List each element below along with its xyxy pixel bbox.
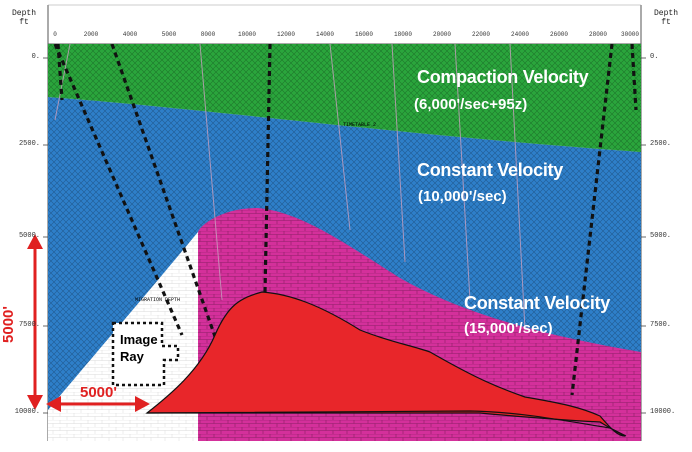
x-tick-label: 10000	[237, 31, 257, 38]
depth-tick-marks	[43, 57, 646, 414]
small-annotation: MIGRATION DEPTH	[135, 297, 181, 303]
x-tick-label: 20000	[432, 31, 452, 38]
constant-10000-layer-subtitle: (10,000'/sec)	[418, 188, 507, 205]
x-tick-label: 18000	[393, 31, 413, 38]
x-tick-label: 28000	[588, 31, 608, 38]
x-tick-label: 0	[53, 31, 57, 38]
depth-tick-label: 7500.	[18, 321, 40, 329]
x-tick-label: 24000	[510, 31, 530, 38]
compaction-layer-subtitle: (6,000'/sec+95z)	[414, 96, 528, 113]
image-ray-lines	[53, 44, 638, 396]
small-annotation: TIMETABLE 2	[343, 122, 377, 128]
constant-10000-layer-title: Constant Velocity	[417, 160, 563, 180]
depth-tick-label: 5000.	[650, 232, 672, 240]
horizontal-scale-arrow	[46, 396, 150, 412]
depth-tick-label: 10000.	[650, 408, 676, 416]
right-depth-unit-label: Depth ft	[653, 9, 678, 27]
constant-15000-layer-title: Constant Velocity	[464, 293, 610, 313]
x-tick-label: 22000	[471, 31, 491, 38]
image-ray-box	[111, 321, 180, 387]
image-ray-label-line1: Image	[120, 332, 158, 347]
x-tick-label: 8000	[200, 31, 216, 38]
x-tick-label: 16000	[354, 31, 374, 38]
thin-ray-lines	[54, 44, 526, 331]
compaction-layer-title: Compaction Velocity	[417, 67, 589, 87]
left-depth-unit-label: Depth ft	[11, 9, 36, 27]
x-tick-label: 26000	[549, 31, 569, 38]
x-tick-label: 12000	[276, 31, 296, 38]
depth-tick-label: 2500.	[650, 140, 672, 148]
depth-tick-label: 7500.	[650, 321, 672, 329]
horizontal-scale-label: 5000'	[80, 384, 117, 401]
x-tick-label: 14000	[315, 31, 335, 38]
model-area	[48, 44, 641, 441]
vertical-scale-label: 5000'	[0, 306, 17, 343]
x-tick-label: 2000	[83, 31, 99, 38]
vertical-scale-arrow	[27, 234, 43, 410]
right-axis-panel	[641, 0, 692, 452]
constant-15000-layer-subtitle: (15,000'/sec)	[464, 320, 553, 337]
image-ray-label-line2: Ray	[120, 349, 144, 364]
image-ray-label: Image Ray	[120, 331, 158, 365]
salt-base-line	[146, 410, 627, 437]
depth-tick-label: 0.	[650, 53, 659, 61]
depth-tick-label: 0.	[31, 53, 40, 61]
depth-tick-label: 2500.	[18, 140, 40, 148]
depth-tick-label: 5000.	[18, 232, 40, 240]
left-axis-panel	[0, 0, 48, 452]
x-tick-label: 5000	[161, 31, 177, 38]
x-tick-label: 30000	[620, 31, 640, 38]
depth-tick-label: 10000.	[14, 408, 40, 416]
x-tick-label: 4000	[122, 31, 138, 38]
